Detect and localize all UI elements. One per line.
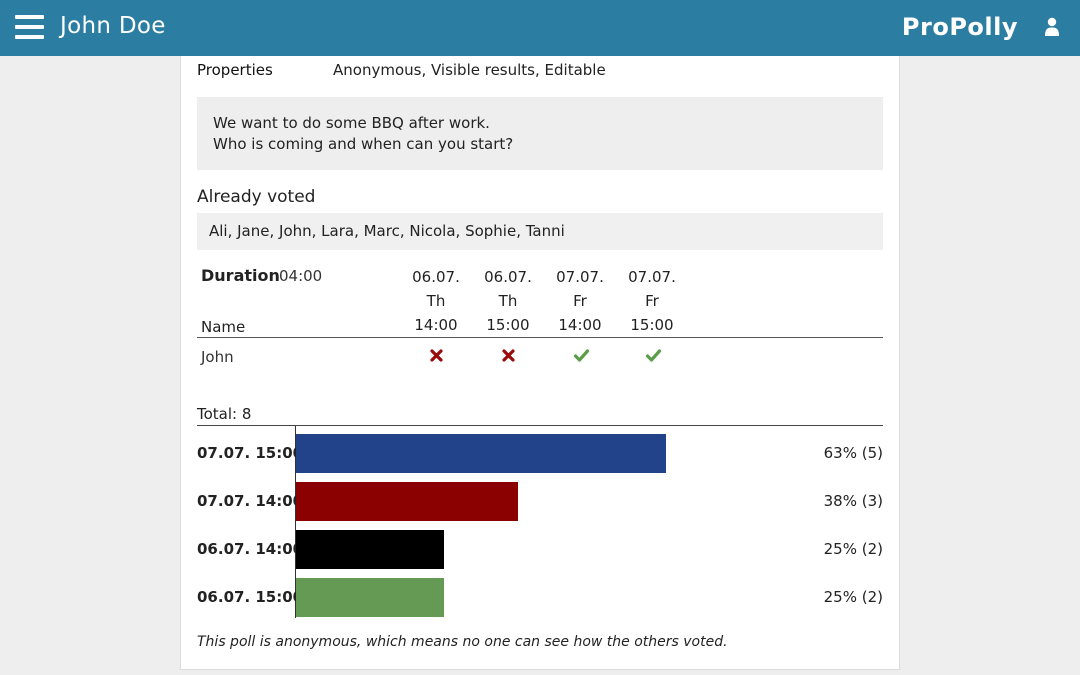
option-time: 15:00 [630, 316, 674, 334]
result-row: 06.07. 14:00 25% (2) [197, 530, 883, 570]
option-day: Th [498, 292, 518, 310]
user-icon[interactable] [1044, 17, 1060, 37]
option-time: 15:00 [486, 316, 530, 334]
result-row: 06.07. 15:00 25% (2) [197, 578, 883, 618]
properties-value: Anonymous, Visible results, Editable [333, 61, 606, 79]
result-bar [296, 578, 444, 617]
option-column-header: 06.07. Th 14:00 [400, 265, 472, 337]
option-day: Th [426, 292, 446, 310]
description-line: We want to do some BBQ after work. [213, 114, 490, 132]
result-label: 07.07. 14:00 [197, 492, 304, 510]
result-label: 06.07. 15:00 [197, 588, 304, 606]
name-column-header: Name [201, 318, 246, 336]
duration-label: Duration [201, 266, 280, 285]
result-percent: 25% (2) [823, 588, 883, 606]
option-time: 14:00 [414, 316, 458, 334]
voter-name: John [201, 348, 234, 366]
results-divider [197, 425, 883, 426]
result-bar [296, 434, 666, 473]
poll-description: We want to do some BBQ after work. Who i… [197, 97, 883, 170]
cross-icon [400, 349, 472, 365]
poll-card: Properties Anonymous, Visible results, E… [180, 56, 900, 670]
option-column-header: 07.07. Fr 14:00 [544, 265, 616, 337]
already-voted-title: Already voted [197, 187, 316, 207]
result-percent: 63% (5) [823, 444, 883, 462]
chart-axis [295, 426, 296, 618]
cross-icon [472, 349, 544, 365]
brand-logo[interactable]: ProPolly [901, 13, 1018, 41]
vote-table: Duration 04:00 Name 06.07. Th 14:00 06.0… [197, 263, 883, 383]
table-divider [197, 337, 883, 338]
option-date: 06.07. [484, 268, 532, 286]
result-bar [296, 530, 444, 569]
result-percent: 25% (2) [823, 540, 883, 558]
top-bar: John Doe ProPolly [0, 0, 1080, 56]
result-row: 07.07. 14:00 38% (3) [197, 482, 883, 522]
check-icon [544, 349, 616, 365]
option-day: Fr [573, 292, 587, 310]
option-column-header: 07.07. Fr 15:00 [616, 265, 688, 337]
option-column-header: 06.07. Th 15:00 [472, 265, 544, 337]
result-bar [296, 482, 518, 521]
option-date: 07.07. [556, 268, 604, 286]
result-label: 07.07. 15:00 [197, 444, 304, 462]
option-date: 07.07. [628, 268, 676, 286]
result-label: 06.07. 14:00 [197, 540, 304, 558]
option-time: 14:00 [558, 316, 602, 334]
anonymity-note: This poll is anonymous, which means no o… [197, 634, 728, 650]
already-voted-list: Ali, Jane, John, Lara, Marc, Nicola, Sop… [197, 213, 883, 250]
option-date: 06.07. [412, 268, 460, 286]
duration-value: 04:00 [279, 267, 323, 285]
option-day: Fr [645, 292, 659, 310]
properties-label: Properties [197, 61, 273, 79]
hamburger-menu-icon[interactable] [15, 14, 45, 40]
user-name: John Doe [60, 13, 166, 39]
result-row: 07.07. 15:00 63% (5) [197, 434, 883, 474]
total-votes: Total: 8 [197, 405, 252, 423]
check-icon [616, 349, 688, 365]
description-line: Who is coming and when can you start? [213, 135, 514, 153]
result-percent: 38% (3) [823, 492, 883, 510]
